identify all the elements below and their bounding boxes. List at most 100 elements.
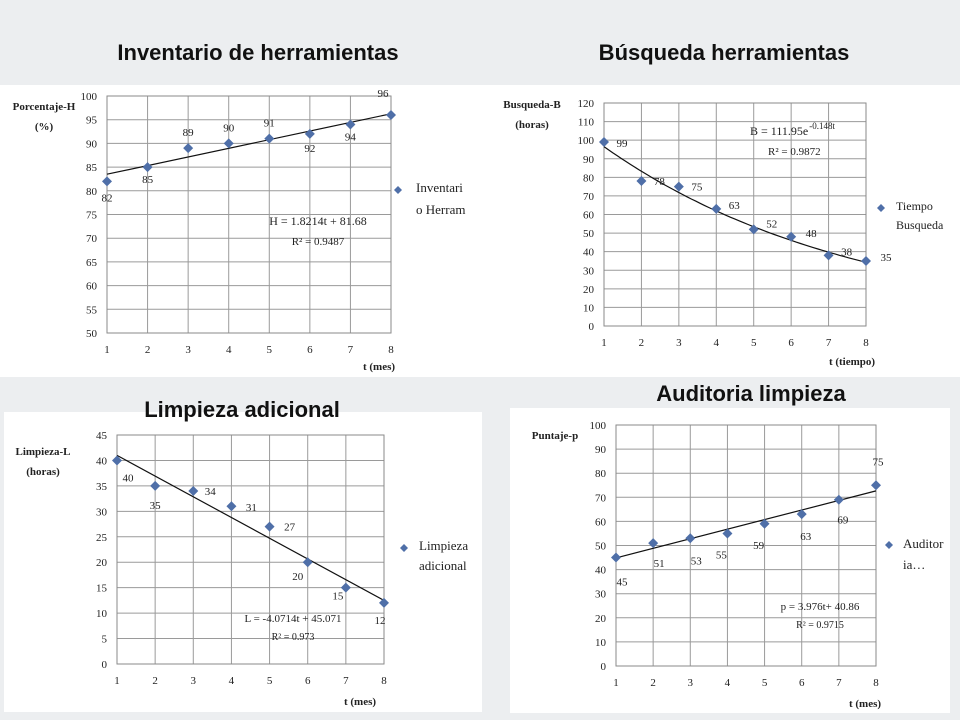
data-label: 63 <box>800 531 812 543</box>
data-point <box>786 231 797 242</box>
data-point <box>379 597 389 608</box>
x-tick-label: 6 <box>305 675 311 687</box>
y-tick-label: 35 <box>96 481 108 493</box>
data-point <box>748 224 759 235</box>
x-tick-label: 5 <box>762 677 768 689</box>
data-label: 94 <box>345 131 357 143</box>
x-tick-label: 2 <box>639 337 645 349</box>
data-label: 78 <box>654 176 666 188</box>
trendline <box>116 454 385 601</box>
data-label: 75 <box>873 456 885 468</box>
legend-marker <box>394 186 402 194</box>
y-tick-label: 65 <box>86 257 98 269</box>
data-label: 31 <box>246 502 257 514</box>
x-tick-label: 3 <box>688 677 694 689</box>
y-axis-title: Porcentaje-H <box>13 101 76 113</box>
x-tick-label: 7 <box>343 675 349 687</box>
y-tick-label: 80 <box>86 186 98 198</box>
x-tick-label: 2 <box>650 677 656 689</box>
data-point <box>611 552 621 563</box>
legend-label: Busqueda <box>896 218 944 232</box>
y-tick-label: 20 <box>595 613 607 625</box>
trendline <box>106 113 392 175</box>
y-tick-label: 0 <box>589 321 595 333</box>
plot-area <box>116 434 385 665</box>
y-tick-label: 40 <box>96 455 108 467</box>
data-label: 59 <box>753 540 765 552</box>
y-tick-label: 95 <box>86 115 98 127</box>
trendline <box>615 490 877 559</box>
x-axis-title: t (mes) <box>363 361 395 373</box>
data-point <box>823 250 834 261</box>
y-tick-label: 20 <box>583 284 595 296</box>
chart-panel-bottom-right <box>510 408 950 713</box>
data-point <box>340 582 351 593</box>
y-tick-label: 30 <box>583 265 595 277</box>
data-point <box>685 533 696 544</box>
data-point <box>711 203 722 214</box>
data-label: 92 <box>304 143 315 155</box>
legend-label: Auditor <box>903 536 944 551</box>
data-point <box>599 137 609 148</box>
x-tick-label: 6 <box>788 337 794 349</box>
x-tick-label: 5 <box>267 344 273 356</box>
data-label: 69 <box>837 515 849 527</box>
x-tick-label: 4 <box>226 344 232 356</box>
legend-label: o Herram <box>416 202 465 217</box>
data-label: 85 <box>142 174 154 186</box>
y-tick-label: 25 <box>96 532 108 544</box>
data-point <box>226 501 237 512</box>
x-tick-label: 6 <box>799 677 805 689</box>
y-axis-title: (%) <box>35 121 54 133</box>
data-label: 38 <box>841 246 853 258</box>
data-label: 20 <box>292 571 304 583</box>
x-axis-title: t (tiempo) <box>829 356 875 368</box>
data-point <box>150 480 161 491</box>
data-label: 96 <box>378 88 390 100</box>
y-tick-label: 0 <box>102 659 108 671</box>
x-tick-label: 1 <box>601 337 607 349</box>
y-axis-title: Busqueda-B <box>503 99 561 111</box>
x-tick-label: 1 <box>104 344 110 356</box>
data-label: 35 <box>150 500 162 512</box>
y-tick-label: 10 <box>595 637 607 649</box>
x-tick-label: 1 <box>114 675 120 687</box>
data-point <box>304 128 315 139</box>
plot-area <box>603 102 867 327</box>
y-tick-label: 40 <box>595 565 607 577</box>
data-label: 27 <box>284 522 296 534</box>
legend-marker <box>885 541 893 549</box>
data-point <box>302 557 313 568</box>
plot-area <box>106 95 392 334</box>
x-tick-label: 8 <box>381 675 387 687</box>
y-tick-label: 100 <box>590 420 607 432</box>
trendline-equation: p = 3.976t+ 40.86 <box>781 601 860 613</box>
data-point <box>345 119 356 130</box>
chart-title: Limpieza adicional <box>144 397 340 422</box>
y-tick-label: 45 <box>96 430 108 442</box>
data-label: 12 <box>375 615 386 627</box>
x-tick-label: 7 <box>348 344 354 356</box>
data-label: 55 <box>716 549 728 561</box>
data-point <box>759 518 770 529</box>
legend-label: Limpieza <box>419 538 468 553</box>
trendline <box>603 146 867 263</box>
x-tick-label: 5 <box>751 337 757 349</box>
data-label: 52 <box>766 218 777 230</box>
x-tick-label: 7 <box>836 677 842 689</box>
y-tick-label: 90 <box>583 154 595 166</box>
y-tick-label: 10 <box>583 302 595 314</box>
data-label: 40 <box>123 472 135 484</box>
x-tick-label: 4 <box>714 337 720 349</box>
chart-title: Inventario de herramientas <box>117 40 399 65</box>
data-point <box>871 480 881 491</box>
legend-marker <box>877 204 885 212</box>
y-axis-title: (horas) <box>26 466 60 478</box>
plot-area <box>615 424 877 667</box>
y-tick-label: 30 <box>96 506 108 518</box>
y-tick-label: 60 <box>583 210 595 222</box>
legend-label: ia… <box>903 557 925 572</box>
data-point <box>861 255 871 266</box>
x-tick-label: 4 <box>229 675 235 687</box>
